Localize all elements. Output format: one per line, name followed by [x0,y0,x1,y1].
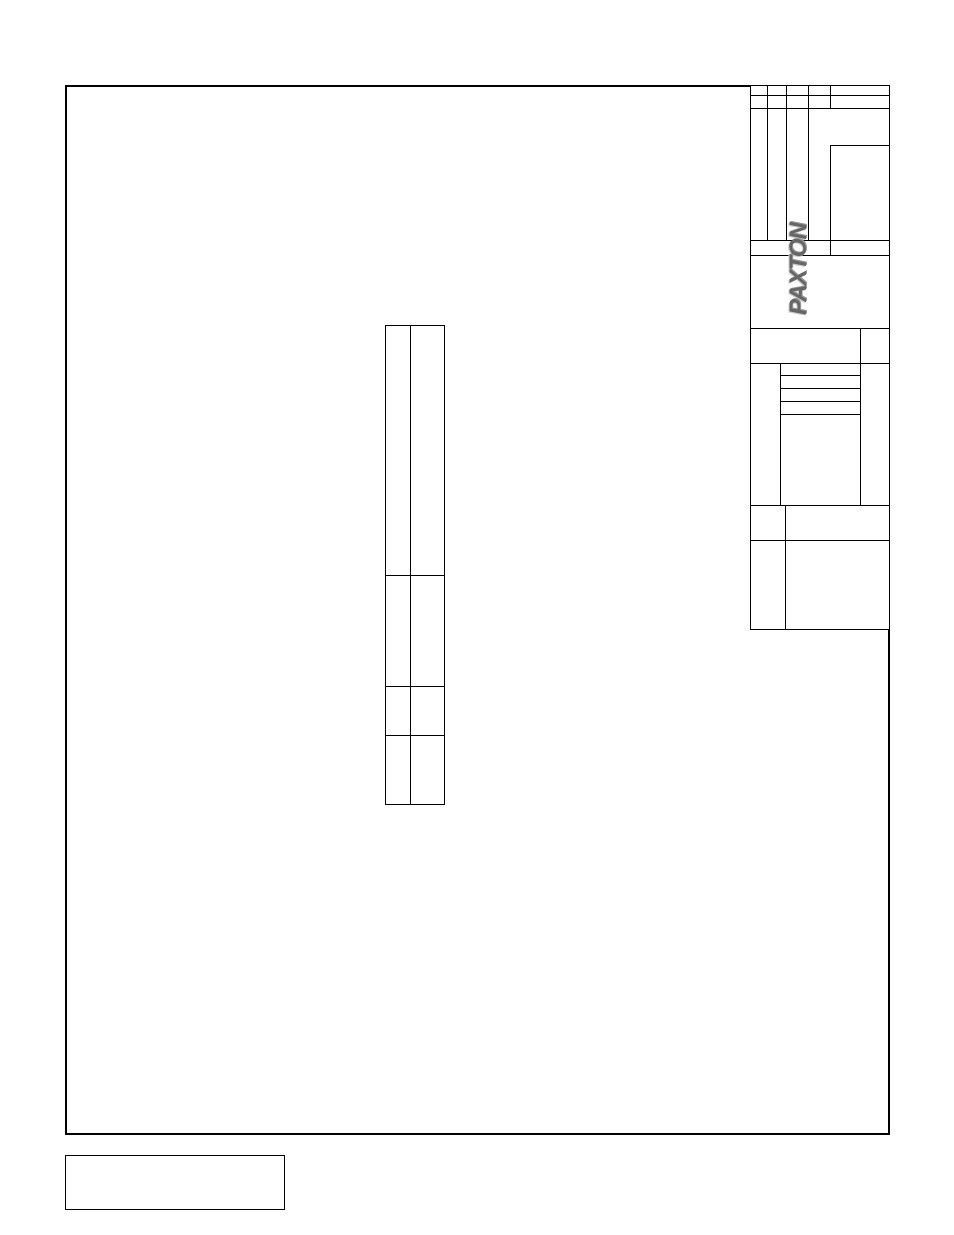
center-table-row3 [385,735,445,736]
tb-row-d [750,255,890,256]
center-table-row2 [385,686,445,687]
tb-vline-mid2 [860,328,861,505]
tb-row-e [750,328,890,329]
tb-vline-low [785,505,786,630]
tb-vline-4a [830,85,831,108]
tb-vline-4b [830,145,831,255]
tb-row-h [750,540,890,541]
tb-vline-1 [767,85,768,240]
tb-mid-h2 [780,388,860,389]
center-table [385,325,445,805]
tb-vline-3 [808,85,809,240]
center-table-coldiv [410,325,411,805]
tb-row-b [750,108,890,109]
tb-vline-mid1 [780,363,781,505]
page-container: PAXTON [0,0,954,1235]
tb-row-a [750,95,890,96]
center-table-row1 [385,575,445,576]
tb-hline-upper-r [830,145,890,146]
tb-vline-2 [786,85,787,240]
tb-mid-h3 [780,401,860,402]
tb-mid-h1 [780,375,860,376]
tb-row-g [750,505,890,506]
tb-mid-h4 [780,414,860,415]
tb-row-c [750,240,890,241]
titleblock [750,85,890,630]
tb-row-f [750,363,890,364]
paxton-logo: PAXTON [785,223,813,315]
bottom-info-box [65,1155,285,1210]
